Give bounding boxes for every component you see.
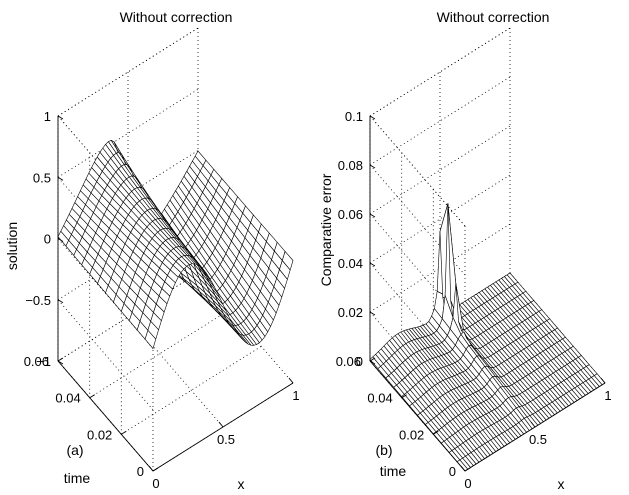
pa-ytick-mark-0: [152, 467, 159, 472]
pa-xtick-label-2: 1: [292, 388, 299, 403]
pb-xtick-label-0: 0: [464, 476, 471, 491]
pa-surface-cell: [281, 251, 294, 271]
panel-a-ticks: 0 0.5 1 0 0.02 0.04 0.06−1 −0.5 0 0.5 1: [24, 109, 300, 491]
pa-ytick-label-1: 0.02: [87, 427, 112, 442]
pb-ytick-mark-0: [464, 467, 471, 472]
pb-xtick-mark-2: [600, 377, 606, 384]
pb-xtick-mark-0: [460, 465, 466, 472]
panel-b-ylabel: time: [380, 463, 407, 479]
pa-ytick-label-2: 0.04: [55, 391, 80, 406]
pa-xgrid-floor-1: [127, 316, 224, 428]
pa-ztick-label-2: 0: [44, 232, 51, 247]
pb-top-left-edge: [369, 115, 466, 227]
pb-ytick-mark-2: [401, 394, 407, 399]
pb-ytick-label-3: 0.06: [336, 354, 361, 369]
pb-ytick-mark-3: [369, 357, 376, 362]
pb-ztick-label-5: 0.1: [345, 109, 363, 124]
pa-time-axis: [57, 360, 154, 472]
pa-ztick-mark-2: [57, 238, 64, 242]
pb-ztick-label-1: 0.02: [338, 305, 363, 320]
panel-a-surface: [57, 140, 294, 349]
pb-time-axis: [369, 360, 466, 472]
panel-b-zlabel: Comparative error: [318, 173, 334, 286]
pb-ytick-label-1: 0.02: [399, 427, 424, 442]
pb-ztick-mark-5: [369, 115, 376, 120]
pa-ztick-mark-1: [57, 299, 64, 304]
pa-ytick-mark-3: [57, 357, 64, 362]
pb-ztick-mark-2: [369, 262, 376, 267]
panel-b-axes: [369, 115, 606, 472]
pb-ztick-label-3: 0.06: [338, 207, 363, 222]
panel-b-label: (b): [375, 442, 392, 458]
pb-ztick-mark-4: [369, 164, 376, 169]
panel-b: Without correction 00.5100.020.040.0600.…: [318, 9, 612, 492]
pa-xtick-label-0: 0: [152, 476, 159, 491]
panel-a-axes: [57, 115, 294, 472]
pa-xtick-mark-0: [148, 465, 154, 472]
pb-ztick-mark-3: [369, 213, 376, 218]
panel-a-ylabel: time: [64, 470, 91, 486]
pa-xtick-label-1: 0.5: [217, 432, 235, 447]
pa-ztick-label-3: 0.5: [33, 170, 51, 185]
pb-ztick-label-2: 0.04: [338, 256, 363, 271]
pa-ztick-mark-4: [57, 115, 64, 120]
pb-ytick-mark-1: [433, 430, 439, 435]
pb-xtick-label-2: 1: [604, 388, 611, 403]
pa-xtick-mark-1: [218, 421, 224, 428]
pa-ytick-label-0: 0: [137, 464, 144, 479]
pa-xtick-mark-2: [288, 377, 294, 384]
pb-ytick-label-2: 0.04: [367, 391, 392, 406]
pa-zgrid-left-1: [57, 299, 154, 411]
pb-xtick-label-1: 0.5: [529, 432, 547, 447]
pa-ytick-mark-2: [89, 394, 95, 399]
pa-ytick-mark-1: [121, 430, 127, 435]
pa-ztick-label-4: 1: [44, 109, 51, 124]
panel-a-xlabel: x: [238, 476, 245, 492]
pb-ztick-label-4: 0.08: [338, 158, 363, 173]
pb-ztick-mark-1: [369, 311, 376, 316]
panel-a: Without correction 0 0.5 1 0 0.02 0.04 0.06−1 −…: [4, 9, 300, 492]
panel-a-zlabel: solution: [4, 222, 20, 270]
pa-ztick-mark-0: [57, 360, 64, 365]
pa-ztick-mark-3: [57, 176, 64, 181]
panel-b-surface: [369, 203, 606, 472]
panel-a-label: (a): [66, 442, 83, 458]
pb-xtick-mark-1: [530, 421, 536, 428]
panel-a-title: Without correction: [120, 9, 233, 25]
pb-top-back-edge: [369, 27, 511, 117]
pa-ztick-label-0: −1: [36, 354, 51, 369]
panel-b-title: Without correction: [437, 9, 550, 25]
pb-ztick-mark-0: [369, 360, 376, 365]
panel-b-xlabel: x: [558, 476, 565, 492]
pa-ztick-label-1: −0.5: [25, 293, 51, 308]
pa-ytick-label-3: 0.06: [24, 354, 49, 369]
pb-ztick-label-0: 0: [356, 354, 363, 369]
pb-ytick-label-0: 0: [449, 464, 456, 479]
